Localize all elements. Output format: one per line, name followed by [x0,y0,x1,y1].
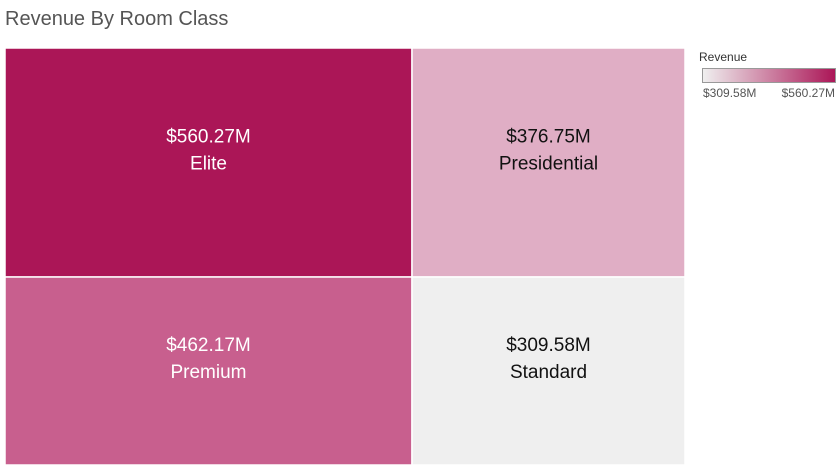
tile-category-label-premium: Premium [170,362,246,383]
tile-standard[interactable]: $309.58M Standard [411,276,686,466]
legend-gradient-bar [702,68,836,83]
tile-elite[interactable]: $560.27M Elite [4,47,413,278]
tile-presidential[interactable]: $376.75M Presidential [411,47,686,278]
treemap-tiles: $560.27M Elite $462.17M Premium $376.75M Pres… [4,47,686,466]
tile-value-label-standard: $309.58M [506,335,591,356]
chart-title: Revenue By Room Class [5,8,229,30]
color-legend: Revenue $309.58M $560.27M [699,50,836,102]
tile-value-label-elite: $560.27M [166,127,251,148]
tile-premium[interactable]: $462.17M Premium [4,276,413,466]
tile-rect-standard[interactable] [411,276,686,466]
tile-rect-presidential[interactable] [411,47,686,278]
tile-category-label-elite: Elite [190,154,227,175]
legend-min-label: $309.58M [703,86,757,100]
legend-labels: $309.58M $560.27M [699,86,835,102]
tile-category-label-presidential: Presidential [499,154,598,175]
tile-rect-premium[interactable] [4,276,413,466]
tile-value-label-premium: $462.17M [166,335,251,356]
tile-value-label-presidential: $376.75M [506,127,591,148]
tile-category-label-standard: Standard [510,362,587,383]
legend-title: Revenue [699,50,748,64]
legend-max-label: $560.27M [781,86,835,100]
